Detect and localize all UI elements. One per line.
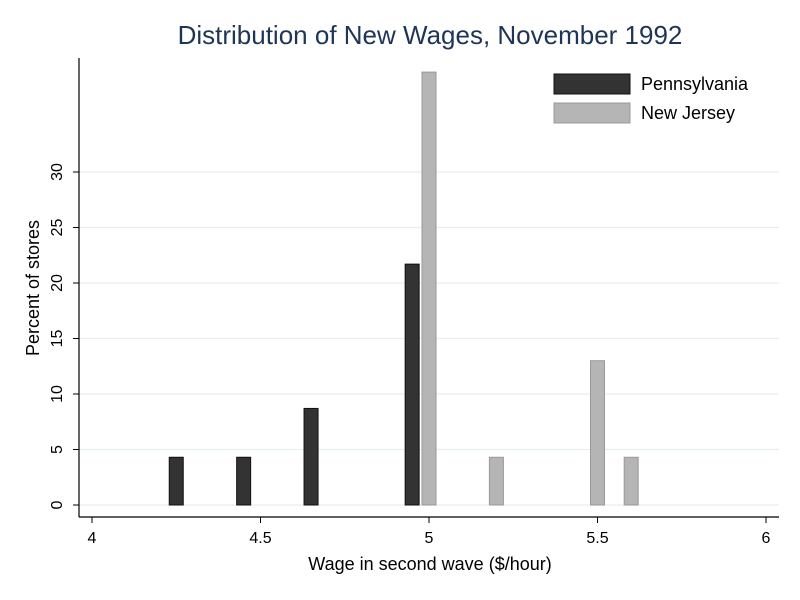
bar-new-jersey (623, 456, 639, 506)
y-tick-label: 20 (49, 274, 66, 292)
chart-title: Distribution of New Wages, November 1992 (178, 20, 683, 50)
legend: Pennsylvania New Jersey (553, 73, 749, 124)
legend-label: New Jersey (641, 103, 735, 123)
x-ticks: 4 4.5 5 5.5 6 (88, 517, 771, 547)
bar-pennsylvania (168, 456, 184, 506)
bar-pennsylvania (404, 263, 420, 506)
legend-label: Pennsylvania (641, 74, 749, 94)
bar-new-jersey (421, 71, 437, 506)
y-tick-label: 0 (49, 500, 66, 509)
y-tick-label: 25 (49, 219, 66, 237)
y-axis-label: Percent of stores (23, 220, 43, 356)
x-tick-label: 4 (88, 530, 97, 547)
y-ticks: 0 5 10 15 20 25 30 (49, 163, 79, 509)
bars (168, 71, 639, 506)
x-axis-label: Wage in second wave ($/hour) (308, 554, 551, 574)
y-tick-label: 5 (49, 445, 66, 454)
bar-pennsylvania (236, 456, 252, 506)
x-tick-label: 5.5 (586, 530, 608, 547)
x-tick-label: 5 (425, 530, 434, 547)
x-tick-label: 6 (762, 530, 771, 547)
y-tick-label: 15 (49, 330, 66, 348)
bar-new-jersey (590, 360, 605, 506)
bar-pennsylvania (303, 407, 319, 506)
bar-new-jersey (488, 456, 504, 506)
y-tick-label: 30 (49, 163, 66, 181)
y-tick-label: 10 (49, 385, 66, 403)
x-tick-label: 4.5 (249, 530, 271, 547)
legend-swatch (553, 73, 631, 95)
legend-swatch (553, 102, 631, 124)
